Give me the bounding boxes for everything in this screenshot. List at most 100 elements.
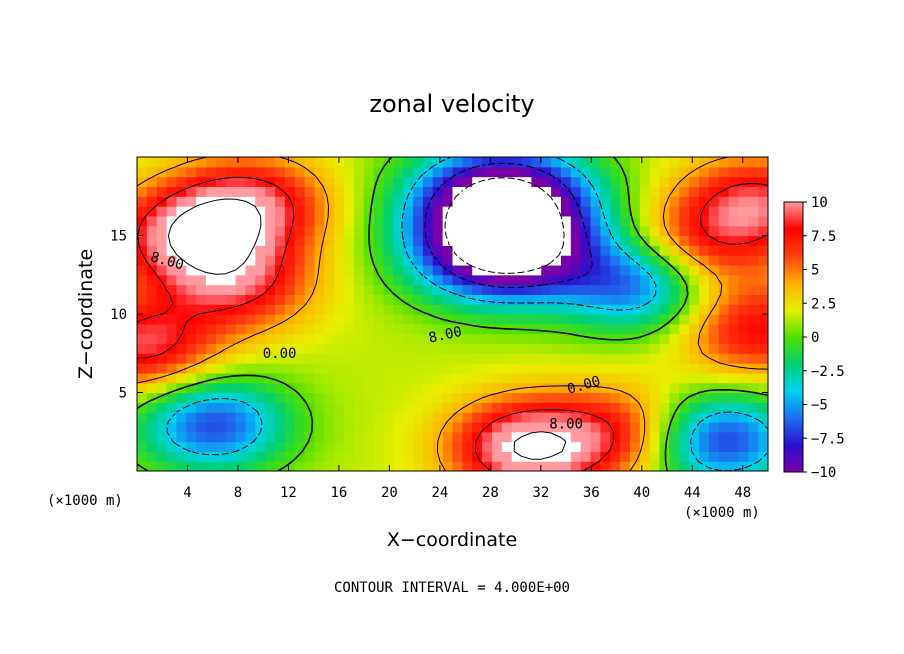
field-cell xyxy=(373,206,385,217)
field-cell xyxy=(146,235,158,246)
field-cell xyxy=(413,402,424,413)
field-cell xyxy=(511,255,523,266)
field-cell xyxy=(570,294,582,305)
field-cell xyxy=(491,284,503,295)
field-cell xyxy=(432,284,444,295)
field-cell xyxy=(255,274,266,286)
field-cell xyxy=(511,333,523,345)
field-cell xyxy=(689,343,700,354)
field-cell xyxy=(541,255,552,266)
field-cell xyxy=(324,461,335,471)
field-cell xyxy=(610,392,621,403)
field-cell xyxy=(373,353,385,364)
field-cell xyxy=(610,461,621,471)
field-cell xyxy=(748,264,759,276)
field-cell xyxy=(708,186,720,197)
field-cell xyxy=(580,441,592,452)
field-cell xyxy=(235,431,247,443)
field-cell xyxy=(679,382,690,394)
field-cell xyxy=(314,421,325,433)
field-cell xyxy=(570,353,582,364)
field-cell xyxy=(462,451,473,462)
field-cell xyxy=(137,314,148,325)
field-cell xyxy=(570,412,582,423)
field-cell xyxy=(511,176,523,188)
field-cell xyxy=(472,196,483,207)
field-cell xyxy=(551,186,562,197)
field-cell xyxy=(610,421,621,433)
field-cell xyxy=(748,314,759,325)
field-cell xyxy=(176,225,187,237)
field-cell xyxy=(206,264,217,276)
field-cell xyxy=(255,255,266,266)
field-cell xyxy=(708,274,720,286)
field-cell xyxy=(620,176,631,188)
field-cell xyxy=(600,225,611,237)
field-cell xyxy=(206,402,217,413)
field-cell xyxy=(738,166,749,178)
field-cell xyxy=(353,421,365,433)
field-cell xyxy=(442,245,454,256)
field-cell xyxy=(156,157,168,168)
field-cell xyxy=(708,255,720,266)
field-cell xyxy=(452,323,463,335)
field-cell xyxy=(620,166,631,178)
field-cell xyxy=(413,323,424,335)
field-cell xyxy=(679,372,690,384)
field-cell xyxy=(284,255,296,266)
field-cell xyxy=(659,461,671,471)
field-cell xyxy=(698,431,710,443)
field-cell xyxy=(265,274,276,286)
field-cell xyxy=(353,304,365,315)
field-cell xyxy=(491,451,503,462)
field-cell xyxy=(718,206,730,217)
field-cell xyxy=(728,235,740,246)
field-cell xyxy=(245,392,256,403)
field-cell xyxy=(452,421,463,433)
field-cell xyxy=(511,363,523,374)
field-cell xyxy=(265,461,276,471)
field-cell xyxy=(353,294,365,305)
field-cell xyxy=(560,402,572,413)
field-cell xyxy=(442,255,454,266)
field-cell xyxy=(718,225,730,237)
field-cell xyxy=(659,215,671,227)
field-cell xyxy=(403,421,414,433)
field-cell xyxy=(698,461,710,471)
field-cell xyxy=(560,333,572,345)
field-cell xyxy=(206,421,217,433)
field-cell xyxy=(413,235,424,246)
field-cell xyxy=(146,372,158,384)
field-cell xyxy=(501,421,513,433)
field-cell xyxy=(156,274,168,286)
field-cell xyxy=(245,215,256,227)
field-cell xyxy=(304,412,316,423)
field-cell xyxy=(472,392,483,403)
field-cell xyxy=(393,461,404,471)
field-cell xyxy=(304,245,316,256)
field-cell xyxy=(758,215,768,227)
field-cell xyxy=(275,284,286,295)
field-cell xyxy=(748,461,759,471)
field-cell xyxy=(718,255,730,266)
field-cell xyxy=(610,206,621,217)
field-cell xyxy=(659,274,671,286)
field-cell xyxy=(363,441,375,452)
field-cell xyxy=(590,235,601,246)
y-tick-label: 5 xyxy=(119,386,127,402)
field-cell xyxy=(235,186,247,197)
field-cell xyxy=(176,264,187,276)
field-cell xyxy=(275,206,286,217)
field-cell xyxy=(521,196,532,207)
field-cell xyxy=(196,421,207,433)
field-cell xyxy=(560,353,572,364)
field-cell xyxy=(344,441,355,452)
field-cell xyxy=(718,382,730,394)
field-cell xyxy=(422,451,434,462)
field-cell xyxy=(708,245,720,256)
field-cell xyxy=(610,157,621,168)
field-cell xyxy=(156,461,168,471)
field-cell xyxy=(363,274,375,286)
field-cell xyxy=(393,235,404,246)
field-cell xyxy=(511,392,523,403)
